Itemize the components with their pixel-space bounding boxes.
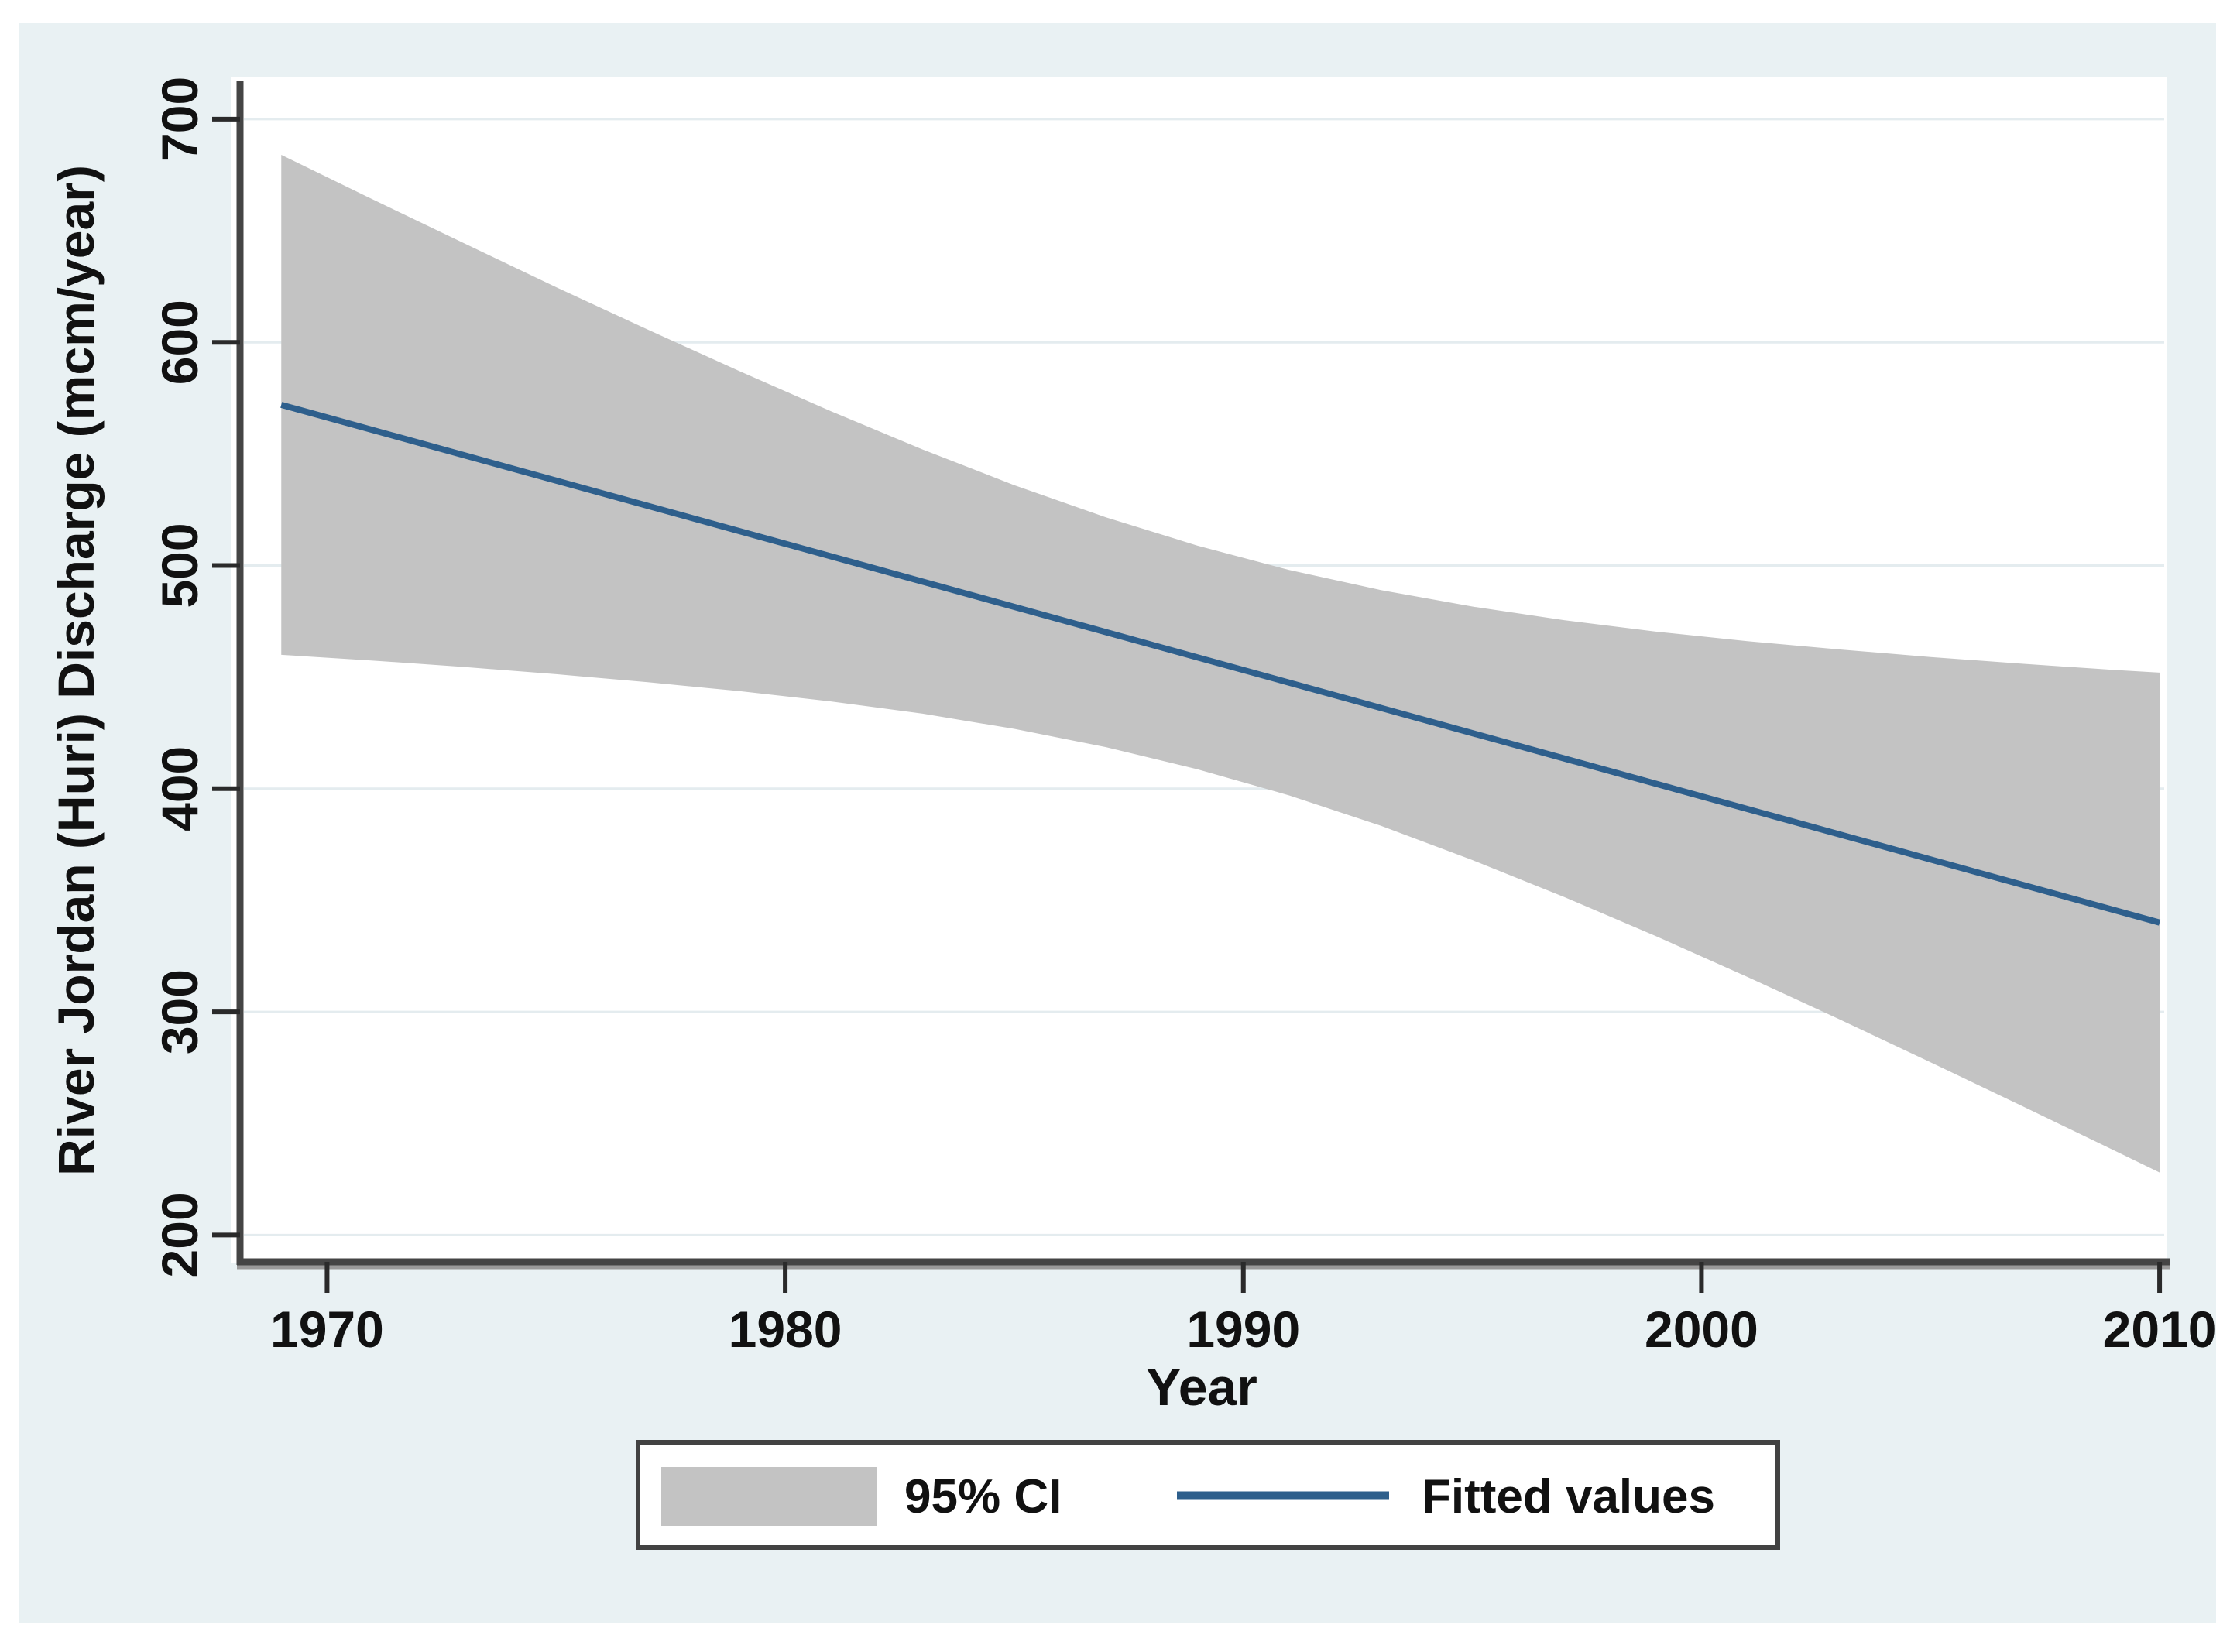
y-tick-label: 400 <box>151 746 208 831</box>
x-tick-label: 2000 <box>1645 1301 1758 1358</box>
y-ticks: 200 300 400 500 600 700 <box>151 77 240 1277</box>
x-tick-label: 1980 <box>729 1301 842 1358</box>
x-axis-title: Year <box>1146 1358 1257 1417</box>
x-tick-label: 1970 <box>270 1301 384 1358</box>
legend-ci-label: 95% CI <box>904 1470 1062 1523</box>
y-axis-title: River Jordan (Huri) Discharge (mcm/year) <box>47 165 105 1176</box>
x-tick-label: 1990 <box>1186 1301 1300 1358</box>
x-ticks: 1970 1980 1990 2000 2010 <box>270 1262 2216 1358</box>
y-tick-label: 700 <box>151 77 208 162</box>
legend-fitted-label: Fitted values <box>1422 1470 1715 1523</box>
legend: 95% CI Fitted values <box>636 1440 1780 1550</box>
y-tick-label: 200 <box>151 1192 208 1277</box>
y-tick-label: 600 <box>151 300 208 385</box>
legend-ci-swatch <box>661 1467 877 1526</box>
x-tick-label: 2010 <box>2103 1301 2217 1358</box>
y-tick-label: 500 <box>151 523 208 608</box>
y-tick-label: 300 <box>151 969 208 1054</box>
fitted-line <box>280 402 2161 926</box>
